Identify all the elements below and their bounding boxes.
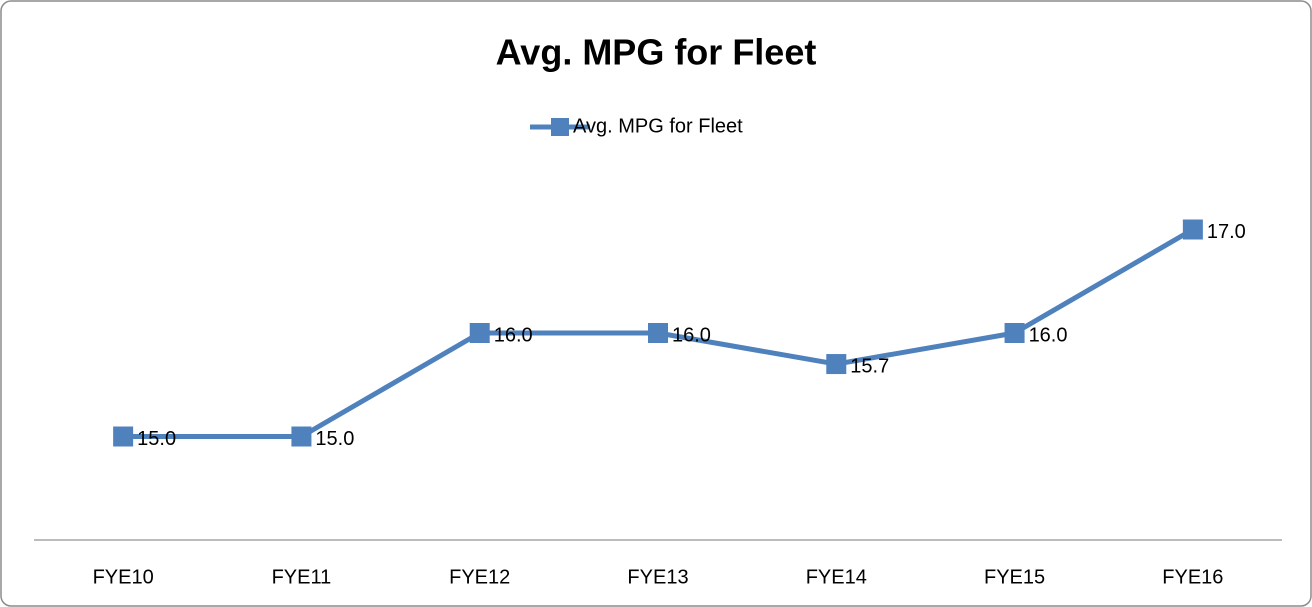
- legend-marker: [551, 118, 569, 136]
- chart-title: Avg. MPG for Fleet: [496, 32, 817, 73]
- x-tick-label: FYE12: [449, 566, 510, 588]
- data-label: 15.0: [137, 428, 176, 450]
- marker: [469, 323, 490, 343]
- x-tick-label: FYE16: [1162, 566, 1223, 588]
- marker: [291, 426, 312, 447]
- marker: [1182, 219, 1203, 240]
- marker: [648, 323, 668, 343]
- x-tick-label: FYE10: [93, 566, 154, 588]
- marker: [113, 426, 134, 447]
- x-tick-label: FYE11: [272, 566, 332, 588]
- data-label: 16.0: [672, 324, 711, 346]
- x-tick-label: FYE15: [984, 566, 1045, 588]
- data-label: 15.0: [315, 428, 354, 450]
- data-label: 15.7: [850, 355, 889, 377]
- marker: [1004, 323, 1025, 343]
- x-tick-label: FYE13: [627, 566, 688, 588]
- x-tick-label: FYE14: [806, 566, 867, 588]
- marker: [826, 354, 847, 375]
- legend-label: Avg. MPG for Fleet: [573, 115, 743, 137]
- data-label: 16.0: [494, 324, 533, 346]
- data-label: 17.0: [1207, 221, 1246, 243]
- data-label: 16.0: [1029, 324, 1068, 346]
